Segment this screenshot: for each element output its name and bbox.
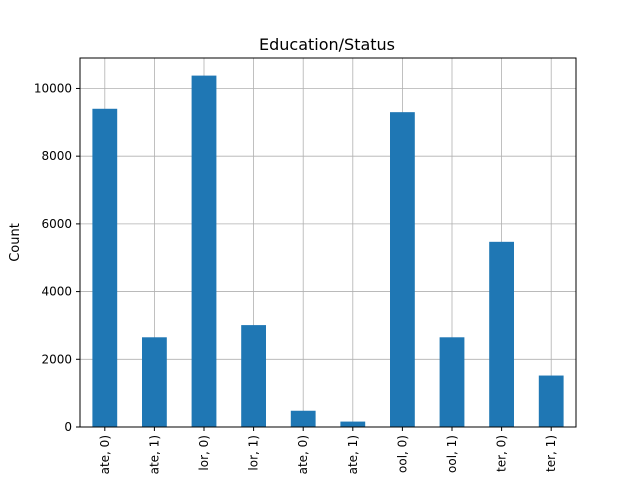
y-axis-label: Count — [8, 223, 23, 262]
x-tick-label: ate, 0) — [98, 435, 112, 474]
x-tick-label: ool, 0) — [395, 435, 409, 473]
bar — [340, 421, 366, 427]
y-tick-label: 2000 — [41, 352, 72, 366]
x-tick-label: lor, 0) — [197, 435, 211, 471]
bar — [92, 108, 118, 427]
y-tick-label: 8000 — [41, 149, 72, 163]
x-tick-label: ate, 0) — [296, 435, 310, 474]
x-tick-label: ate, 1) — [147, 435, 161, 474]
bar — [191, 75, 217, 427]
bar — [290, 410, 316, 427]
x-tick-label: ool, 1) — [445, 435, 459, 473]
axes-frame — [79, 57, 577, 428]
bar — [142, 337, 167, 427]
y-tick-label: 6000 — [41, 217, 72, 231]
axis-layer: 0 2000 4000 6000 8000 10000 ate, 0) ate, 1) lor,… — [34, 57, 577, 474]
chart-title: Education/Status — [259, 35, 395, 54]
bar — [241, 325, 266, 427]
y-tick-label: 0 — [64, 420, 72, 434]
bar — [538, 375, 564, 427]
y-tick-label: 4000 — [41, 285, 72, 299]
bar — [439, 337, 465, 427]
x-tick-label: ate, 1) — [346, 435, 360, 474]
x-tick-label: ter, 1) — [544, 435, 558, 472]
bar — [390, 112, 415, 428]
x-tick-label: lor, 1) — [247, 435, 261, 471]
x-tick-label: ter, 0) — [495, 435, 509, 472]
bar-layer — [92, 75, 564, 428]
y-tick-label: 10000 — [34, 81, 72, 95]
bar — [489, 241, 514, 427]
